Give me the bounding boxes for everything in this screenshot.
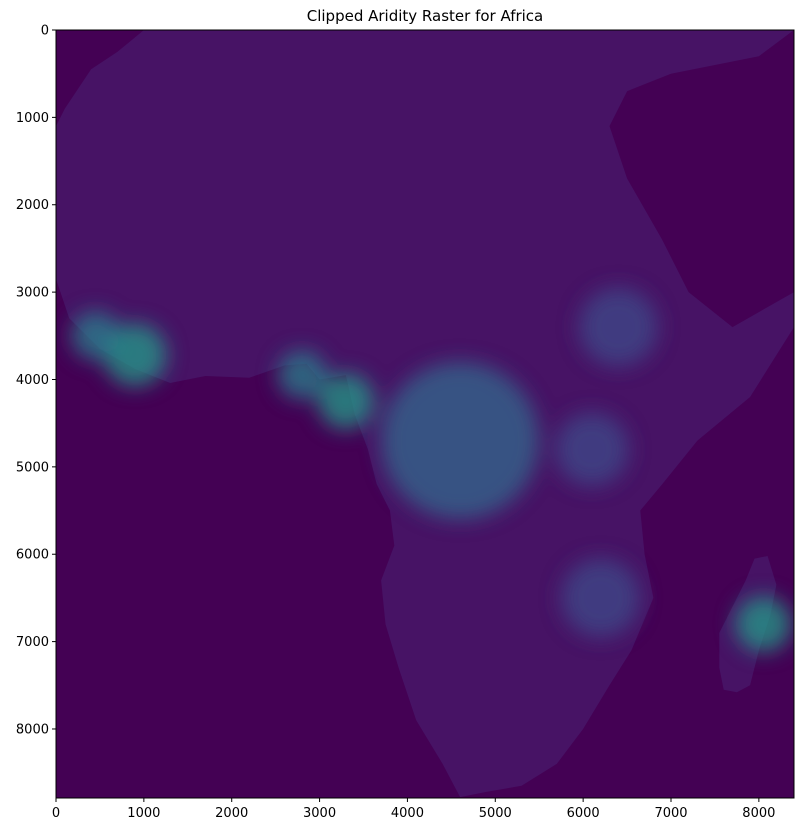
humid-zone-niger-delta [277, 350, 327, 400]
plot-frame [55, 29, 795, 799]
y-tick-label: 1000 [16, 111, 49, 126]
humid-zone-east-africa-highlands [555, 412, 629, 487]
x-tick-label: 4000 [391, 806, 424, 821]
humid-zone-congo-basin [381, 362, 540, 520]
chart-title: Clipped Aridity Raster for Africa [307, 7, 544, 25]
y-axis: 0 1000 2000 3000 4000 5000 6000 7000 8000 [16, 24, 56, 737]
humid-zone-liberia-coast [70, 311, 121, 361]
y-tick-label: 8000 [16, 722, 49, 737]
y-tick-label: 2000 [16, 198, 49, 213]
humid-zones-layer [70, 287, 792, 653]
y-tick-label: 6000 [16, 548, 49, 563]
x-tick-label: 7000 [654, 806, 687, 821]
y-tick-label: 0 [41, 24, 49, 39]
humid-zone-madagascar-east [735, 596, 792, 653]
y-tick-label: 3000 [16, 286, 49, 301]
y-tick-label: 5000 [16, 460, 49, 475]
humid-zone-cameroon-coast [317, 373, 374, 430]
x-tick-label: 0 [52, 806, 60, 821]
y-tick-label: 4000 [16, 373, 49, 388]
humid-zone-southern-africa-east [561, 558, 641, 638]
x-tick-label: 8000 [742, 806, 775, 821]
humid-zone-ethiopian-highlands [578, 287, 658, 367]
y-tick-label: 7000 [16, 635, 49, 650]
x-tick-label: 2000 [215, 806, 248, 821]
x-axis: 0 1000 2000 3000 4000 5000 6000 7000 8000 [52, 798, 775, 821]
x-tick-label: 5000 [479, 806, 512, 821]
x-tick-label: 6000 [567, 806, 600, 821]
x-tick-label: 3000 [303, 806, 336, 821]
x-tick-label: 1000 [127, 806, 160, 821]
